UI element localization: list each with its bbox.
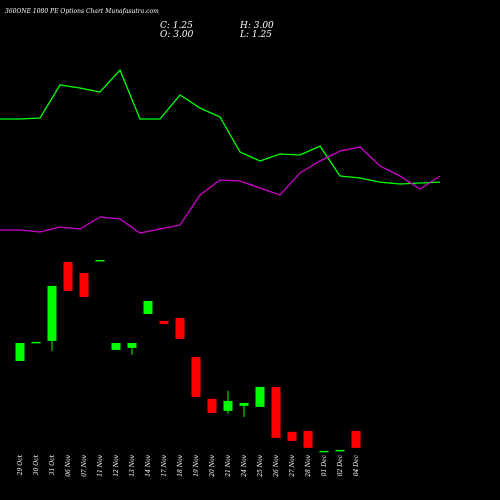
x-tick-label: 12 Nov [113,454,120,476]
candle-body [223,400,233,411]
info-high: H: 3.00 [239,21,274,31]
x-tick-label: 26 Nov [273,454,280,477]
x-tick-label: 11 Nov [97,454,104,476]
x-tick-label: 19 Nov [193,454,200,476]
x-tick-label: 27 Nov [289,454,296,477]
info-open: O: 3.00 [160,30,194,40]
candle-body [319,450,329,453]
x-tick-label: 02 Dec [337,454,344,476]
candle-body [175,317,185,339]
x-tick-label: 18 Nov [177,454,184,476]
candle-body [271,386,281,438]
candle-body [79,272,89,297]
x-tick-label: 01 Dec [321,454,328,476]
x-tick-label: 21 Nov [225,454,232,477]
x-tick-label: 28 Nov [305,454,312,477]
x-tick-label: 13 Nov [129,454,136,476]
candle-body [191,356,201,397]
candle-body [351,430,361,448]
x-tick-label: 04 Dec [353,454,360,476]
indicator-line [0,68,441,185]
candle-body [63,261,73,291]
x-tick-label: 31 Oct [49,454,56,475]
candle-body [127,342,137,348]
candle-body [303,430,313,448]
candle-body [255,386,265,407]
candle-body [287,431,297,441]
info-low: L: 1.25 [239,30,272,40]
x-tick-label: 30 Oct [33,454,40,475]
x-tick-label: 14 Nov [145,454,152,476]
x-tick-label: 29 Oct [17,454,24,476]
candle-body [47,285,57,341]
candle-body [111,342,121,350]
candle-body [95,259,105,262]
candle-body [15,342,25,362]
info-close: C: 1.25 [160,21,193,31]
x-tick-label: 24 Nov [241,454,248,477]
x-tick-label: 20 Nov [209,454,216,477]
indicator-line [0,146,441,234]
x-tick-label: 06 Nov [65,454,72,476]
candle-body [335,449,345,452]
candle-body [159,320,169,324]
candle-body [31,341,41,344]
x-tick-label: 25 Nov [257,454,264,477]
chart-title: 360ONE 1080 PE Options Chart Munafasutra… [5,8,159,15]
x-tick-label: 17 Nov [161,454,168,476]
candle-body [207,398,217,413]
candle-body [143,300,153,314]
candle-body [239,402,249,406]
x-tick-label: 07 Nov [81,454,88,476]
